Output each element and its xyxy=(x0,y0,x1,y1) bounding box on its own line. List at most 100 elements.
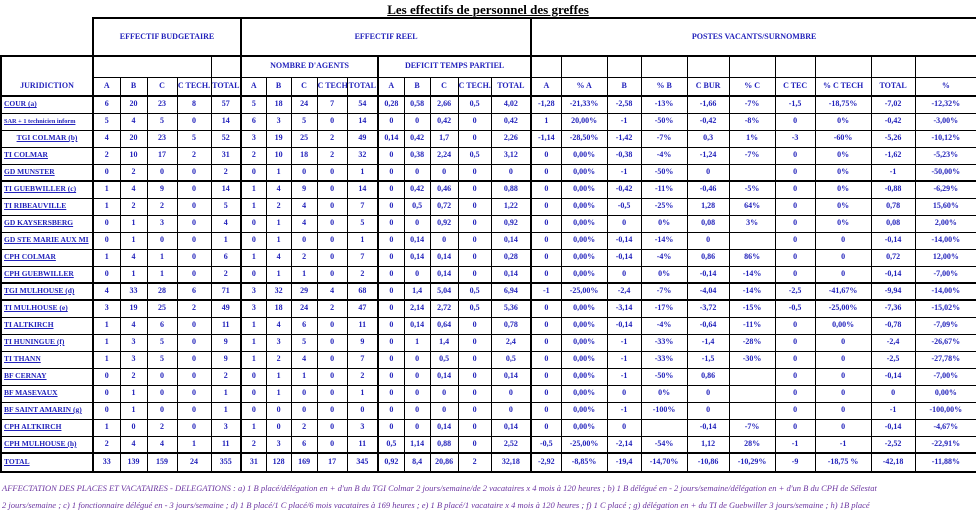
value-cell: 15,60% xyxy=(914,197,976,216)
value-cell: 1 xyxy=(265,384,292,403)
value-cell: -1 xyxy=(774,435,816,454)
value-cell: -0,42 xyxy=(606,180,642,199)
value-cell: 0,92 xyxy=(377,452,405,473)
value-cell: 5 xyxy=(176,129,212,148)
value-cell: -100,00% xyxy=(914,401,976,420)
value-cell: -1 xyxy=(606,350,642,369)
value-cell: 14 xyxy=(210,112,242,131)
juridiction-label: TI THANN xyxy=(4,354,41,364)
value-cell: 0 xyxy=(176,367,212,386)
juridiction-label: CPH COLMAR xyxy=(4,252,56,262)
page-title: Les effectifs de personnel des greffes xyxy=(387,2,589,17)
value-cell: 3 xyxy=(119,333,148,352)
value-cell: -7,00% xyxy=(914,367,976,386)
value-cell: 0 xyxy=(176,401,212,420)
column-header: C xyxy=(429,76,459,97)
value-cell: -4% xyxy=(640,146,688,165)
value-cell: 0 xyxy=(530,163,562,182)
value-cell: 2 xyxy=(240,146,267,165)
value-cell: 5 xyxy=(290,112,318,131)
value-cell: -50% xyxy=(640,367,688,386)
value-cell: 1 xyxy=(240,418,267,437)
value-cell: 0 xyxy=(377,282,405,301)
value-cell: 0 xyxy=(490,401,532,420)
value-cell: -14% xyxy=(728,265,776,284)
value-cell: -2,4 xyxy=(606,282,642,301)
value-cell: 0,00% xyxy=(560,265,608,284)
value-cell: 0,72 xyxy=(429,197,459,216)
juridiction-label: GD KAYSERSBERG xyxy=(4,218,74,228)
table-row: SAR + 1 technicien inform 5 4 5 0 14 6 3 5 0 14 0 0 0… xyxy=(0,112,976,131)
value-cell: 0 xyxy=(429,401,459,420)
value-cell: 0,42 xyxy=(429,112,459,131)
juridiction-cell: CPH MULHOUSE (h) xyxy=(0,435,94,454)
value-cell: 0 xyxy=(240,367,267,386)
value-cell: 0,42 xyxy=(403,180,431,199)
value-cell: 5 xyxy=(146,112,178,131)
value-cell: 0 xyxy=(290,384,318,403)
value-cell: 0 xyxy=(146,231,178,250)
value-cell: -10,12% xyxy=(914,129,976,148)
value-cell: -19,4 xyxy=(606,452,642,473)
value-cell: -7% xyxy=(728,146,776,165)
value-cell: 1 xyxy=(92,248,121,267)
value-cell: 0 xyxy=(814,333,872,352)
value-cell: 12,00% xyxy=(914,248,976,267)
value-cell: 0 xyxy=(530,384,562,403)
value-cell: -0,14 xyxy=(870,265,916,284)
value-cell: -50,00% xyxy=(914,163,976,182)
value-cell: 0 xyxy=(377,350,405,369)
value-cell: 0,5 xyxy=(403,197,431,216)
value-cell: 32 xyxy=(265,282,292,301)
juridiction-label: COUR (a) xyxy=(4,99,37,109)
value-cell: 0 xyxy=(316,333,348,352)
value-cell: 0 xyxy=(240,163,267,182)
value-cell: 0 xyxy=(146,367,178,386)
value-cell: -0,5 xyxy=(774,299,816,318)
value-cell: 6 xyxy=(176,282,212,301)
value-cell: 0% xyxy=(814,180,872,199)
value-cell: 1 xyxy=(119,401,148,420)
value-cell: 0 xyxy=(457,248,492,267)
value-cell: 0 xyxy=(403,214,431,233)
value-cell: 1 xyxy=(265,231,292,250)
value-cell: 6 xyxy=(290,435,318,454)
value-cell: 0 xyxy=(146,163,178,182)
value-cell: 1 xyxy=(240,248,267,267)
value-cell: 0 xyxy=(457,418,492,437)
value-cell: -18,75% xyxy=(814,95,872,114)
value-cell: 0 xyxy=(774,180,816,199)
column-header: TOTAL xyxy=(346,76,379,97)
value-cell: 0 xyxy=(457,265,492,284)
value-cell: 29 xyxy=(290,282,318,301)
value-cell: 20,86 xyxy=(429,452,459,473)
value-cell: -50% xyxy=(640,112,688,131)
value-cell: 139 xyxy=(119,452,148,473)
value-cell: 0 xyxy=(429,384,459,403)
value-cell: 0 xyxy=(606,265,642,284)
column-header: B xyxy=(265,76,292,97)
value-cell: 2,72 xyxy=(429,299,459,318)
value-cell: 0 xyxy=(377,248,405,267)
value-cell: -7% xyxy=(728,95,776,114)
value-cell: -3 xyxy=(774,129,816,148)
footnote-line-2: 2 jours/semaine ; c) 1 fonctionnaire dél… xyxy=(2,500,870,510)
value-cell: 0,14 xyxy=(490,367,532,386)
value-cell: 7 xyxy=(346,350,379,369)
table-row: GD KAYSERSBERG 0 1 3 0 4 0 1 4 0 5 0 0 0,92 0 0,92 0 0,00… xyxy=(0,214,976,233)
value-cell: -25% xyxy=(640,197,688,216)
value-cell: 2 xyxy=(119,367,148,386)
value-cell: 0 xyxy=(377,146,405,165)
value-cell: 345 xyxy=(346,452,379,473)
value-cell: -15% xyxy=(728,299,776,318)
value-cell: 32,18 xyxy=(490,452,532,473)
value-cell: 1 xyxy=(146,265,178,284)
value-cell: 20 xyxy=(119,95,148,114)
group-effectif-reel: EFFECTIF REEL xyxy=(240,17,532,57)
value-cell: -1,66 xyxy=(686,95,730,114)
column-header: B xyxy=(119,76,148,97)
value-cell: 0 xyxy=(176,316,212,335)
value-cell: 1 xyxy=(530,112,562,131)
value-cell: 0 xyxy=(377,265,405,284)
value-cell: 18 xyxy=(265,95,292,114)
